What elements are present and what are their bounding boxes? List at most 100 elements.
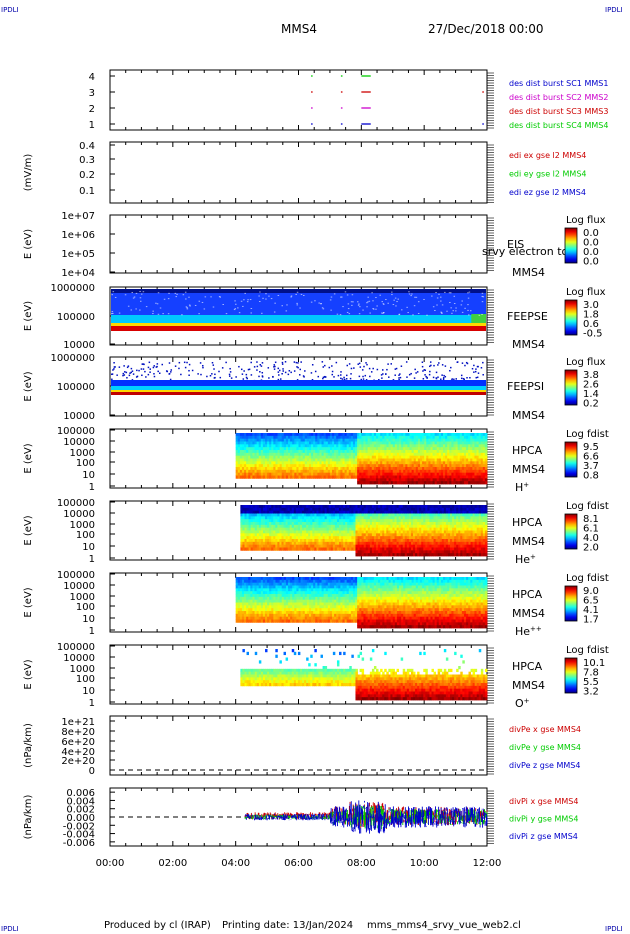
colorbar [564, 369, 578, 406]
spectrogram-cell [474, 458, 477, 462]
spectrogram-cell [371, 467, 375, 471]
feepse-noise [467, 304, 469, 306]
spectrogram-cell [319, 455, 322, 459]
spectrogram-cell [359, 464, 362, 468]
spectrogram-cell [294, 444, 297, 448]
spectrogram-cell [252, 507, 256, 512]
spectrogram-cell [332, 539, 336, 543]
spectrogram-cell [339, 544, 342, 548]
spectrogram-cell [375, 469, 379, 474]
spectrogram-cell [355, 541, 358, 546]
spectrogram-cell [411, 433, 415, 437]
spectrogram-cell [472, 467, 475, 471]
spectrogram-cell [242, 536, 245, 540]
spectrogram-cell [382, 450, 385, 454]
feepsi-speckle [390, 363, 393, 365]
spectrogram-cell [291, 547, 295, 551]
spectrogram-cell [295, 527, 299, 531]
spectrogram-cell [240, 539, 243, 543]
spectrogram-cell [410, 513, 414, 517]
spectrogram-cell [443, 450, 446, 454]
spectrogram-cell [340, 461, 343, 465]
spectrogram-cell [430, 447, 433, 451]
spectrogram-cell [314, 505, 317, 509]
spectrogram-cell [482, 455, 486, 459]
spectrogram-cell [279, 527, 282, 531]
spectrogram-cell [422, 467, 425, 471]
spectrogram-cell [239, 450, 243, 454]
spectrogram-cell [380, 478, 383, 482]
spectrogram-cell [432, 472, 436, 476]
spectrogram-cell [426, 467, 429, 471]
spectrogram-cell [415, 505, 418, 509]
spectrogram-cell [322, 541, 326, 546]
overlay-label: srvy electron to [482, 245, 569, 258]
spectrogram-cell [306, 536, 309, 540]
spectrogram-cell [419, 547, 422, 551]
spectrogram-cell [332, 510, 336, 514]
y-tick-label: 1e+05 [61, 249, 95, 260]
spectrogram-cell [296, 452, 299, 457]
spectrogram-cell [281, 444, 285, 448]
spectrogram-cell [252, 475, 255, 479]
spectrogram-cell [405, 464, 408, 468]
feepsi-speckle [333, 376, 335, 378]
spectrogram-cell [241, 444, 245, 448]
spectrogram-cell [422, 452, 425, 457]
spectrogram-cell [248, 458, 251, 462]
spectrogram-cell [344, 452, 348, 457]
spectrogram-cell [330, 519, 334, 523]
spectrogram-cell [417, 544, 420, 548]
spectrogram-cell [415, 461, 419, 465]
feepsi-speckle [331, 370, 334, 373]
spectrogram-cell [482, 461, 486, 465]
spectrogram-cell [260, 524, 264, 529]
spectrogram-cell [256, 519, 260, 523]
spectrogram-cell [357, 467, 360, 471]
spectrogram-cell [290, 455, 293, 459]
spectrogram-cell [388, 467, 392, 471]
spectrogram-cell [348, 464, 352, 468]
feepsi-speckle [168, 362, 171, 364]
spectrogram-cell [304, 433, 308, 437]
spectrogram-cell [390, 522, 393, 526]
spectrogram-cell [369, 550, 373, 554]
spectrogram-cell [373, 478, 377, 482]
spectrogram-cell [390, 547, 393, 551]
spectrogram-cell [392, 544, 395, 548]
spectrogram-cell [474, 455, 477, 459]
spectrogram-cell [428, 478, 431, 482]
spectrogram-cell [394, 519, 397, 523]
spectrogram-cell [346, 464, 350, 468]
spectrogram-cell [252, 433, 255, 437]
spectrogram-cell [312, 519, 315, 523]
spectrogram-cell [357, 455, 360, 459]
spectrogram-cell [352, 444, 356, 448]
feepsi-speckle [425, 375, 427, 378]
feepsi-speckle [366, 363, 368, 366]
feepse-band [111, 323, 486, 326]
spectrogram-cell [322, 527, 326, 531]
spectrogram-cell [388, 464, 392, 468]
spectrogram-cell [349, 539, 352, 543]
feepsi-speckle [482, 361, 484, 364]
spectrogram-cell [407, 481, 410, 485]
spectrogram-cell [308, 447, 312, 451]
spectrogram-cell [392, 452, 396, 457]
spectrogram-cell [332, 524, 336, 529]
spectrogram-cell [355, 547, 358, 551]
spectrogram-cell [361, 539, 365, 543]
spectrogram-cell [474, 475, 477, 479]
spectrogram-cell [262, 527, 266, 531]
spectrogram-cell [252, 547, 256, 551]
spectrogram-cell [459, 441, 463, 445]
spectrogram-cell [235, 461, 239, 465]
spectrogram-cell [302, 533, 305, 537]
spectrogram-cell [299, 547, 303, 551]
spectrogram-cell [248, 519, 252, 523]
spectrogram-cell [248, 516, 252, 520]
spectrogram-cell [436, 438, 440, 442]
spectrogram-cell [423, 547, 426, 551]
spectrogram-cell [373, 481, 377, 485]
